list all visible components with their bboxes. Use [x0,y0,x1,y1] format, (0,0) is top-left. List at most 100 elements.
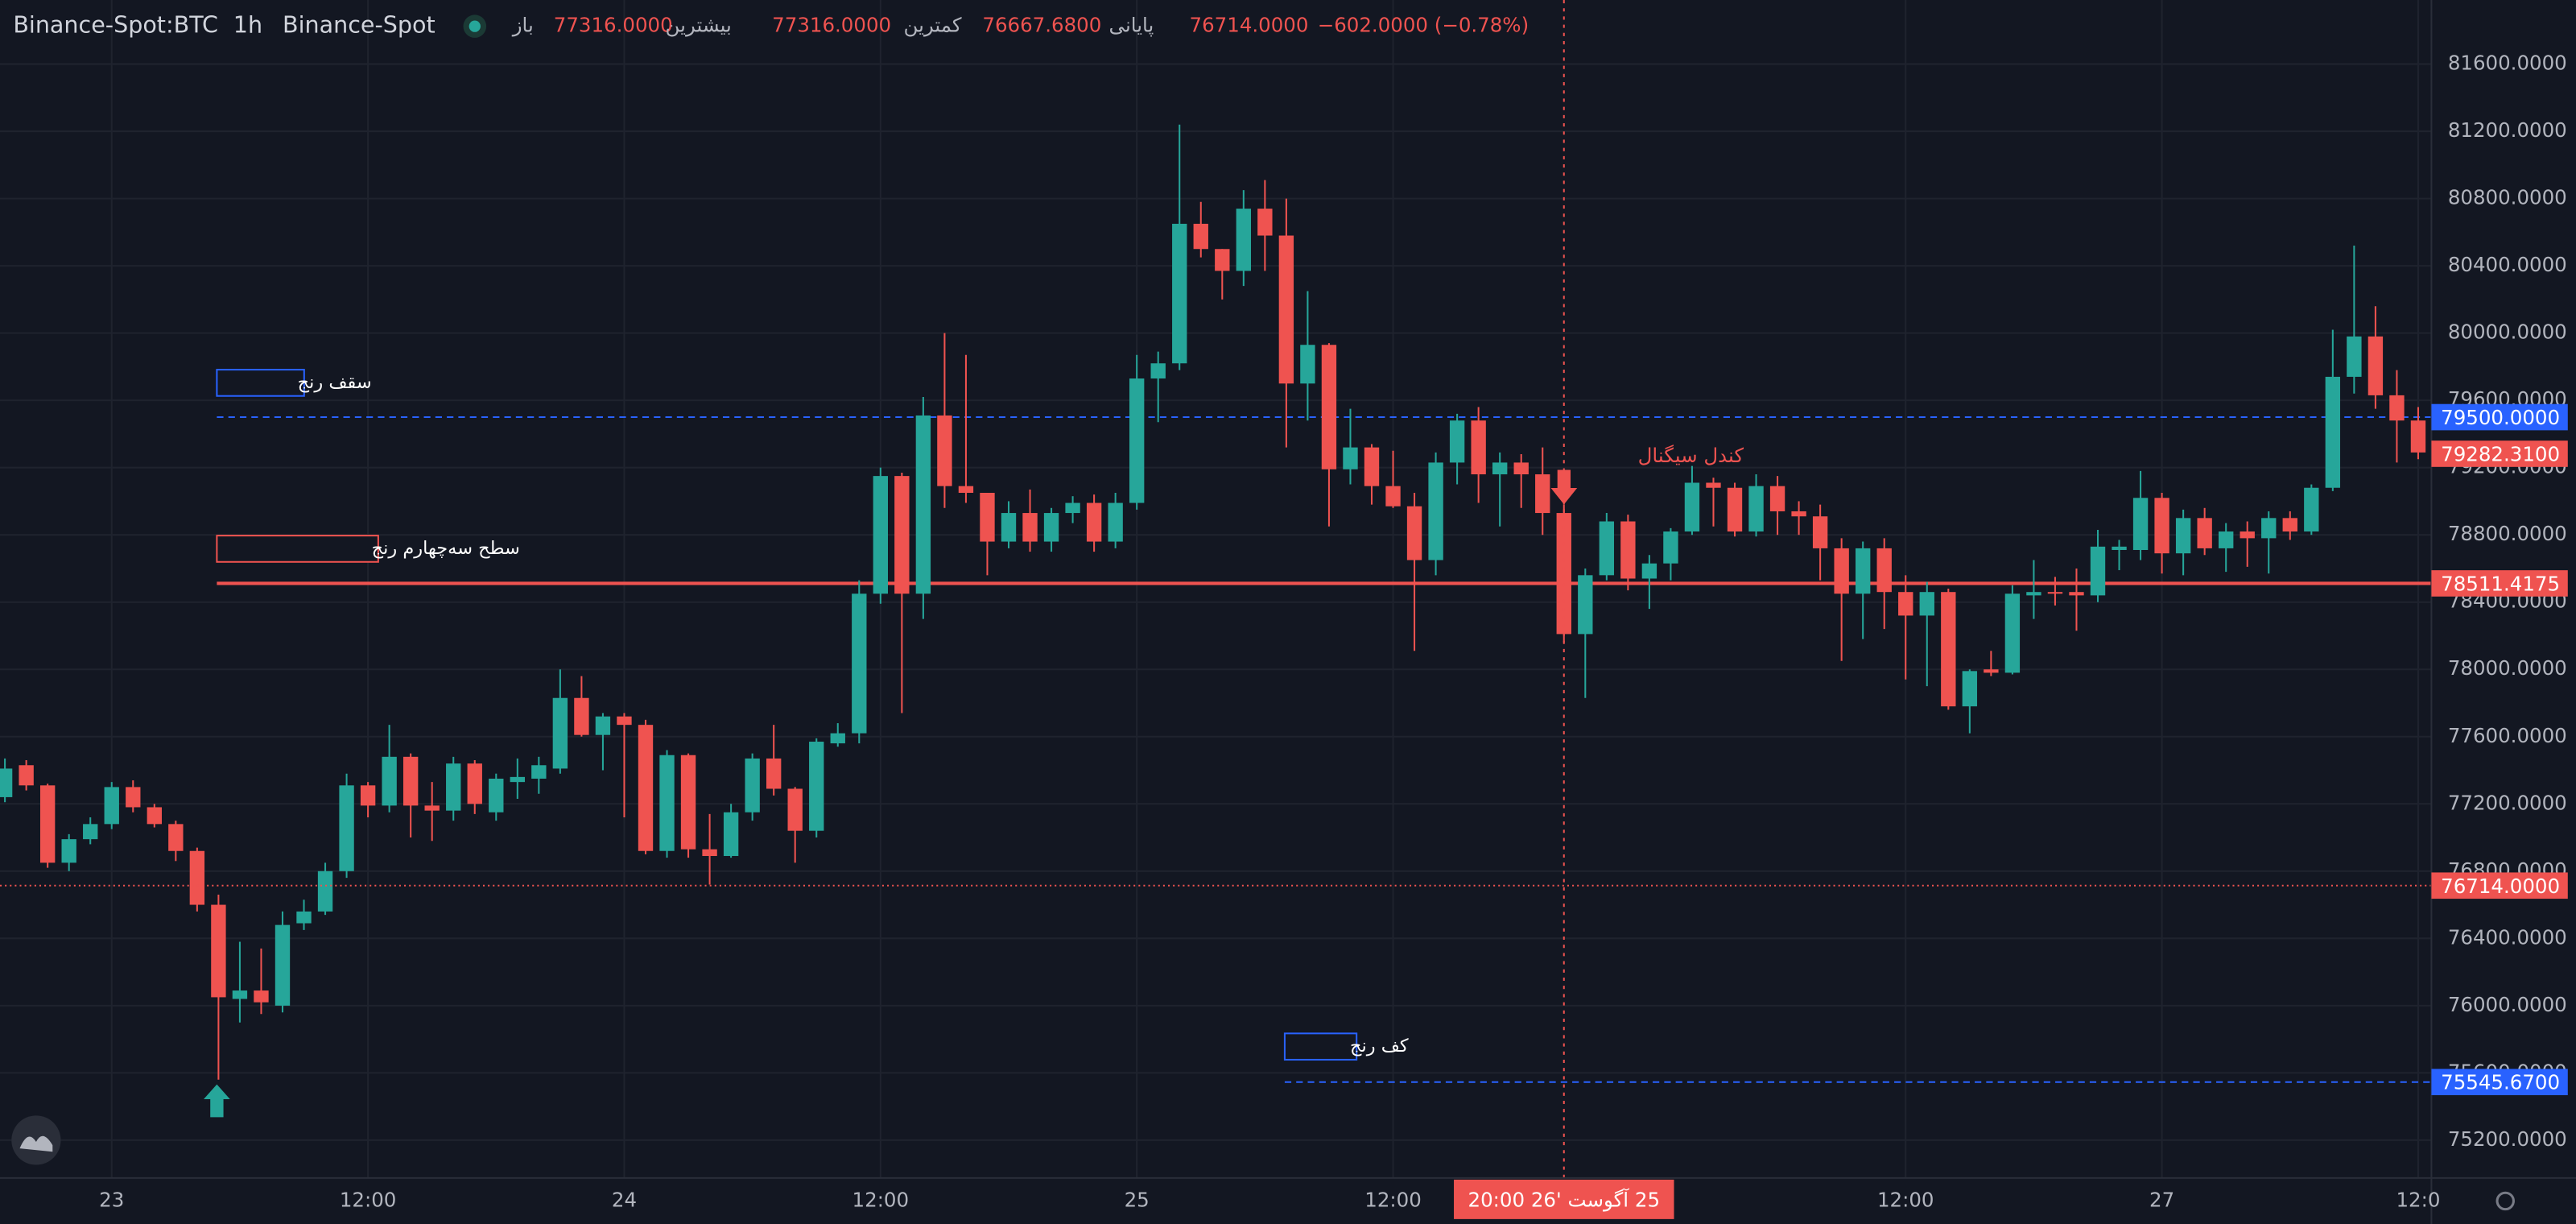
candle-body [39,785,56,863]
legend-label: بیشترین [666,14,732,37]
x-tick-label: 12:00 [852,1188,910,1211]
candle-body [1535,474,1550,514]
legend-value: 77316.0000 [772,14,891,37]
x-tick-label: 25 [1125,1188,1150,1211]
level-name-box [1283,1032,1358,1061]
candle-body [168,824,184,851]
candle-body [2197,518,2212,548]
candle-body [1385,486,1401,507]
candle-body [1769,486,1785,511]
candle-body [1449,420,1465,463]
level-name: سقف رنج [298,372,372,393]
candle-body [83,824,98,840]
candle-body [809,742,824,831]
candle-body [1022,513,1038,542]
candle-body [2261,518,2277,539]
candle-body [2282,518,2297,532]
candle-body [2410,420,2426,453]
y-tick-label: 76400.0000 [2448,925,2567,949]
candle-body [1556,513,1571,635]
price-label: 75545.6700 [2441,1071,2560,1094]
candle-body [531,765,547,779]
candle-body [467,763,482,804]
candle-body [980,493,995,542]
candle-body [510,776,525,783]
price-label-box [2431,440,2568,467]
legend-label: پایانی [1109,14,1154,37]
x-tick-label: 23 [99,1188,124,1211]
candle-body [0,768,13,797]
candle-body [61,839,76,863]
candle-body [104,787,119,825]
candle-body [489,778,504,813]
candle-body [2004,593,2021,673]
candle-body [1343,447,1358,469]
symbol: Binance-Spot:BTC [13,11,218,39]
candle-body [1984,669,1999,673]
price-label: 79500.0000 [2441,406,2560,429]
candle-body [339,785,354,871]
candle-body [402,756,419,806]
candle-body [2175,518,2191,554]
candle-body [1641,563,1657,579]
logo[interactable] [11,1115,61,1165]
candle-body [1065,502,1080,514]
candle-body [1428,462,1443,560]
candle-body [2132,498,2149,550]
candle-body [1684,482,1700,532]
candle-body [574,697,589,735]
candle-body [894,476,910,594]
candle-body [1129,378,1145,503]
level-name-box [216,369,305,397]
logo-icon [19,1135,53,1152]
candle-body [638,725,654,851]
candle-body [1172,223,1187,364]
candle-body [1471,420,1486,475]
price-label-box [2431,872,2568,899]
level-name: سطح سه‌چهارم رنج [372,538,520,559]
candle-body [296,911,312,924]
candle-body [1941,592,1956,707]
price-label: 78511.4175 [2441,573,2560,596]
candle-body [1300,345,1315,384]
change: −602.0000 (−0.78%) [1318,14,1529,37]
candle-body [852,593,867,734]
settings-icon[interactable] [2496,1191,2515,1211]
x-tick-label: 12:00 [1364,1188,1422,1211]
candle-body [189,850,205,905]
candle-body [1193,223,1208,250]
candle-body [1150,363,1166,379]
candle-body [360,785,376,806]
x-tick-label: 24 [612,1188,637,1211]
axes: 75200.000075600.000076000.000076400.0000… [99,52,2568,1219]
candle-body [275,924,291,1006]
candle-body [232,990,248,999]
legend-value: 76667.6800 [982,14,1101,37]
y-tick-label: 77200.0000 [2448,791,2567,814]
candle-body [2389,395,2405,421]
candle-body [680,755,696,850]
candle-body [723,812,739,857]
candle-body [745,758,760,813]
exchange: Binance-Spot [283,11,436,39]
y-tick-label: 81600.0000 [2448,52,2567,75]
candle-body [1706,482,1721,488]
candle-body [2154,498,2169,554]
price-label-box [2431,570,2568,597]
candle-body [595,716,611,735]
candle-body [1898,592,1913,616]
candle-body [1962,671,1978,707]
candle-body [1599,521,1615,576]
candle-body [617,716,632,726]
candle-body [552,697,568,769]
candle-body [1876,548,1892,593]
candle-body [937,415,952,486]
candle-body [2347,336,2362,377]
candle-body [2219,531,2234,548]
status-dot [469,20,481,32]
candle-body [1748,486,1764,532]
candle-body [1834,548,1849,594]
crosshair-label: 25 آگوست '26 20:00 [1468,1188,1661,1211]
